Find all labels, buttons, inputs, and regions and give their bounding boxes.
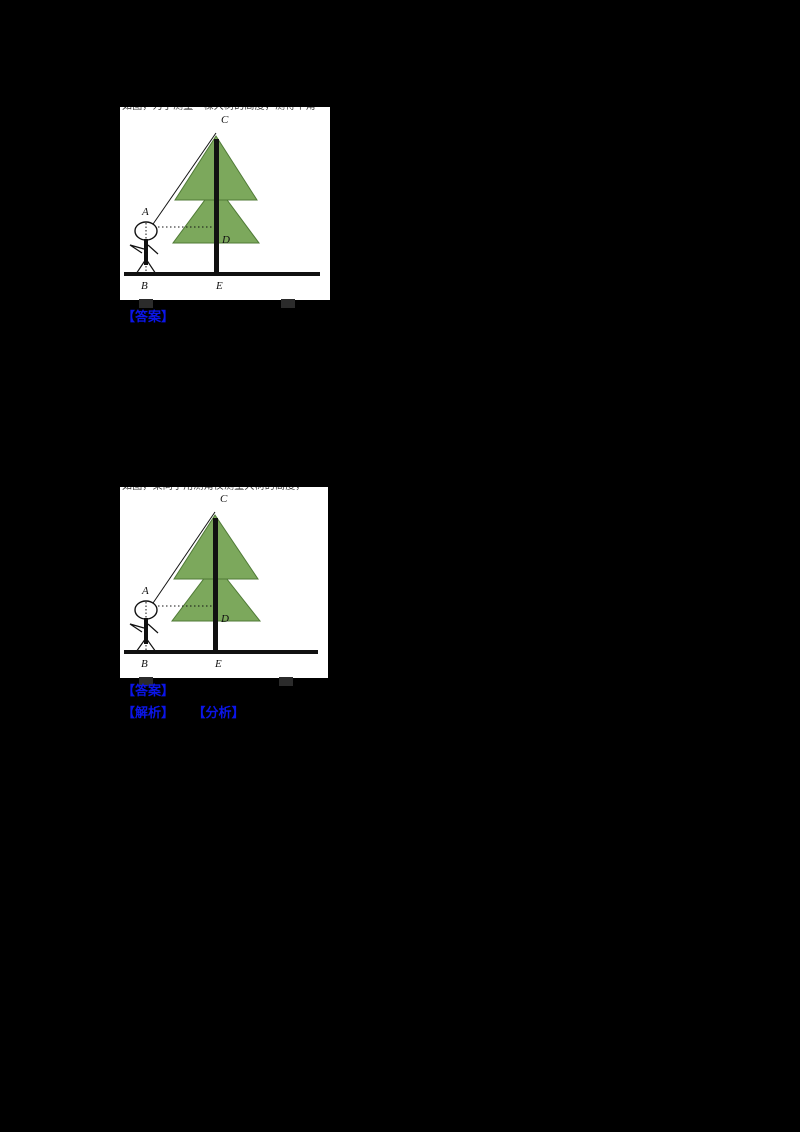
tree-trunk-overlay (213, 518, 218, 652)
sight-line-ac (150, 511, 216, 607)
label-a: A (141, 585, 149, 597)
figure-2-caption-line-1: 【答案】 (122, 684, 174, 699)
figure-1-clipped-caption: 如图，为了测量一棵大树的高度，测得仐角 (122, 107, 326, 112)
figure-2-clipped-caption: 如图，某同学用测角仪测量大树的高度， (122, 487, 326, 492)
pedestal-b-2 (139, 677, 153, 686)
tree-trunk-overlay (214, 139, 219, 274)
observer-arm-left (129, 244, 145, 254)
label-d: D (220, 613, 229, 625)
figure-2-drawing: A C D B E (124, 493, 318, 670)
caption-2a-segment-0: 【答案】 (122, 684, 175, 699)
caption-2b-segment-0: 【解析】 (122, 706, 175, 721)
figure-1-container: 如图，为了测量一棵大树的高度，测得仐角 (120, 107, 330, 300)
observer-arm-right (147, 623, 159, 634)
figure-2-container: 如图，某同学用测角仪测量大树的高度， A (120, 487, 328, 678)
pedestal-b-1 (139, 299, 153, 308)
pedestal-e-1 (281, 299, 295, 308)
label-e: E (214, 658, 222, 670)
label-a: A (141, 206, 149, 218)
observer-arm-right (147, 244, 159, 255)
caption-2b-segment-1: 【分析】 (192, 706, 245, 721)
pedestal-e-2 (279, 677, 293, 686)
label-b: B (141, 658, 148, 670)
observer-legs (134, 636, 158, 653)
label-b: B (141, 280, 148, 292)
figure-2-caption-line-2: 【解析】 【分析】 (122, 706, 245, 721)
figure-1-drawing: A C D B E (124, 114, 320, 292)
label-e: E (215, 280, 223, 292)
label-c: C (220, 493, 228, 505)
observer-arm-left (129, 623, 145, 633)
label-d: D (221, 234, 230, 246)
figure-1-caption: 【答案】 (122, 310, 174, 325)
caption-1-segment-0: 【答案】 (122, 310, 175, 325)
sight-line-ac (150, 132, 217, 228)
label-c: C (221, 114, 229, 126)
observer-body (144, 239, 148, 265)
observer-body (144, 618, 148, 644)
